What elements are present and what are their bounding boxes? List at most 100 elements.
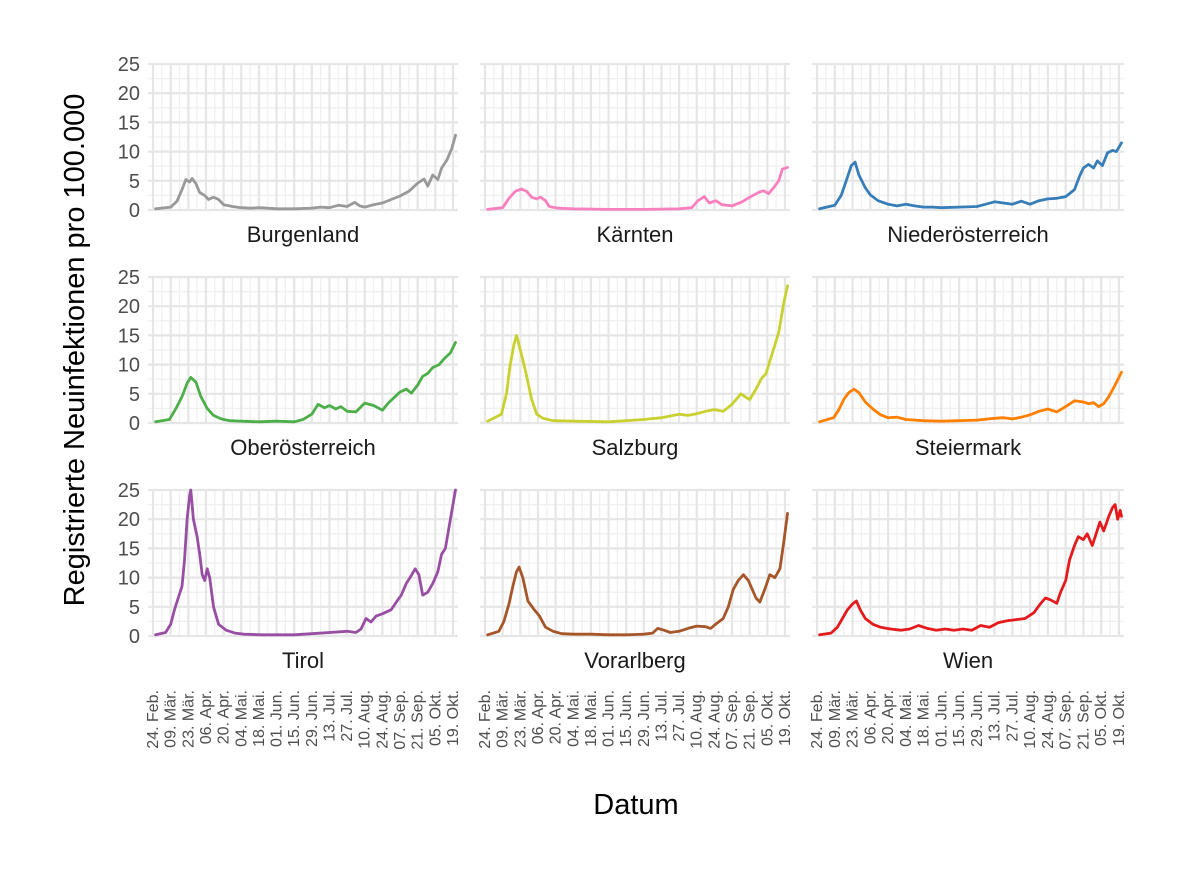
x-tick-label: 15. Jun. bbox=[951, 690, 968, 747]
series-line-oberoesterreich bbox=[154, 340, 457, 424]
x-tick-label: 24. Feb. bbox=[809, 690, 826, 749]
x-tick-label: 04. Mai. bbox=[565, 690, 582, 747]
panel-steiermark: Steiermark bbox=[812, 275, 1124, 460]
y-tick-label: 25 bbox=[118, 54, 140, 76]
x-tick-label: 15. Jun. bbox=[618, 690, 635, 747]
x-tick-label: 01. Jun. bbox=[269, 690, 286, 747]
x-tick-label: 09. Mär. bbox=[495, 690, 512, 748]
y-tick-label: 5 bbox=[129, 384, 140, 406]
panel-label: Tirol bbox=[282, 648, 324, 673]
x-tick-label: 23. Mär. bbox=[512, 690, 529, 748]
x-tick-label: 19. Okt. bbox=[777, 690, 794, 746]
x-tick-label: 18. Mai. bbox=[916, 690, 933, 747]
x-tick-label: 24. Aug. bbox=[706, 690, 723, 749]
x-tick-label: 10. Aug. bbox=[1022, 690, 1039, 749]
x-tick-label: 23. Mär. bbox=[845, 690, 862, 748]
panel-kaernten: Kärnten bbox=[480, 62, 790, 247]
x-tick-label: 29. Jun. bbox=[304, 690, 321, 747]
y-tick-label: 10 bbox=[118, 142, 140, 164]
series-line-vorarlberg bbox=[486, 512, 789, 637]
panel-label: Salzburg bbox=[592, 435, 679, 460]
series-line-wien bbox=[818, 503, 1123, 637]
x-tick-label: 24. Feb. bbox=[145, 690, 162, 749]
y-tick-label: 0 bbox=[129, 413, 140, 435]
panel-wien: Wien 24. Feb. 09. Mär. 23. Mär. 06. Apr. 20. … bbox=[809, 488, 1128, 750]
series-line-burgenland bbox=[154, 133, 457, 211]
x-tick-label: 06. Apr. bbox=[530, 690, 547, 744]
panel-label: Wien bbox=[943, 648, 993, 673]
x-tick-label: 29. Jun. bbox=[969, 690, 986, 747]
y-tick-label: 15 bbox=[118, 325, 140, 347]
series-line-niederoesterreich bbox=[818, 141, 1123, 211]
y-tick-label: 20 bbox=[118, 296, 140, 318]
y-axis-title: Registrierte Neuinfektionen pro 100.000 bbox=[59, 94, 91, 607]
x-axis-title: Datum bbox=[593, 789, 678, 821]
x-tick-label: 07. Sep. bbox=[392, 690, 409, 750]
panel-vorarlberg: Vorarlberg 24. Feb. 09. Mär. 23. Mär. 06. Ap… bbox=[477, 488, 794, 750]
x-tick-label: 23. Mär. bbox=[180, 690, 197, 748]
series-line-salzburg bbox=[486, 284, 789, 424]
y-tick-label: 0 bbox=[129, 200, 140, 222]
x-tick-label: 27. Jul. bbox=[1004, 690, 1021, 742]
x-tick-label: 13. Jul. bbox=[322, 690, 339, 742]
x-tick-label: 06. Apr. bbox=[198, 690, 215, 744]
series-line-tirol bbox=[154, 488, 457, 637]
panel-label: Niederösterreich bbox=[887, 222, 1048, 247]
y-tick-label: 0 bbox=[129, 626, 140, 648]
panel-label: Burgenland bbox=[247, 222, 360, 247]
x-tick-label: 24. Feb. bbox=[477, 690, 494, 749]
x-tick-label: 13. Jul. bbox=[987, 690, 1004, 742]
x-tick-label: 21. Sep. bbox=[410, 690, 427, 750]
panel-label: Vorarlberg bbox=[584, 648, 686, 673]
x-tick-label: 27. Jul. bbox=[339, 690, 356, 742]
x-tick-label: 20. Apr. bbox=[548, 690, 565, 744]
x-tick-label: 13. Jul. bbox=[654, 690, 671, 742]
x-tick-label: 07. Sep. bbox=[724, 690, 741, 750]
y-tick-label: 25 bbox=[118, 480, 140, 502]
x-tick-label: 15. Jun. bbox=[286, 690, 303, 747]
y-tick-label: 25 bbox=[118, 267, 140, 289]
x-tick-label: 20. Apr. bbox=[880, 690, 897, 744]
panel-oberoesterreich: 0 5 10 15 20 25 Oberösterreich bbox=[118, 267, 458, 460]
y-tick-label: 10 bbox=[118, 568, 140, 590]
x-tick-label: 05. Okt. bbox=[759, 690, 776, 746]
x-tick-label: 07. Sep. bbox=[1058, 690, 1075, 750]
x-tick-label: 27. Jul. bbox=[671, 690, 688, 742]
x-tick-label: 01. Jun. bbox=[601, 690, 618, 747]
panel-label: Kärnten bbox=[596, 222, 673, 247]
y-tick-label: 10 bbox=[118, 355, 140, 377]
x-tick-label: 21. Sep. bbox=[1075, 690, 1092, 750]
x-tick-label: 21. Sep. bbox=[742, 690, 759, 750]
x-tick-label: 18. Mai. bbox=[583, 690, 600, 747]
x-tick-label: 05. Okt. bbox=[1093, 690, 1110, 746]
x-tick-label: 09. Mär. bbox=[163, 690, 180, 748]
x-tick-label: 06. Apr. bbox=[862, 690, 879, 744]
series-line-steiermark bbox=[818, 370, 1123, 424]
x-tick-label: 19. Okt. bbox=[1111, 690, 1128, 746]
y-tick-label: 15 bbox=[118, 112, 140, 134]
y-tick-label: 5 bbox=[129, 171, 140, 193]
series-line-kaernten bbox=[486, 165, 789, 211]
panel-salzburg: Salzburg bbox=[480, 275, 790, 460]
x-tick-label: 04. Mai. bbox=[233, 690, 250, 747]
y-tick-label: 15 bbox=[118, 538, 140, 560]
x-tick-label: 20. Apr. bbox=[216, 690, 233, 744]
panel-label: Steiermark bbox=[915, 435, 1022, 460]
x-tick-label: 09. Mär. bbox=[827, 690, 844, 748]
x-tick-label: 10. Aug. bbox=[689, 690, 706, 749]
x-tick-label: 01. Jun. bbox=[933, 690, 950, 747]
y-tick-label: 20 bbox=[118, 509, 140, 531]
x-tick-label: 29. Jun. bbox=[636, 690, 653, 747]
x-tick-label: 10. Aug. bbox=[357, 690, 374, 749]
x-tick-label: 19. Okt. bbox=[445, 690, 462, 746]
x-tick-label: 24. Aug. bbox=[1040, 690, 1057, 749]
panel-niederoesterreich: Niederösterreich bbox=[812, 62, 1124, 247]
panel-label: Oberösterreich bbox=[230, 435, 376, 460]
x-tick-label: 05. Okt. bbox=[427, 690, 444, 746]
y-tick-label: 5 bbox=[129, 597, 140, 619]
x-tick-label: 24. Aug. bbox=[374, 690, 391, 749]
panel-burgenland: 0 5 10 15 20 25 Burgenland bbox=[118, 54, 458, 247]
